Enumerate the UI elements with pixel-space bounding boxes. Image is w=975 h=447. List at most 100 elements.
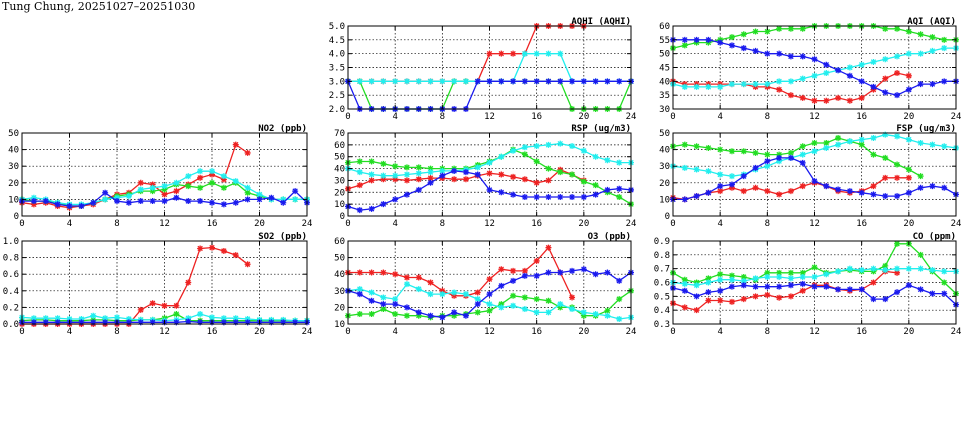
tick-label-x: 0 xyxy=(670,327,675,337)
data-point-green xyxy=(776,25,783,32)
tick-label-x: 12 xyxy=(809,112,820,122)
data-point-red xyxy=(705,297,712,304)
data-point-blue xyxy=(693,293,700,300)
tick-label-x: 20 xyxy=(578,219,589,229)
data-point-cyan xyxy=(451,289,458,296)
data-point-blue xyxy=(125,199,132,206)
data-point-cyan xyxy=(917,50,924,57)
page-title: Tung Chung, 20251027–20251030 xyxy=(2,0,196,13)
data-point-cyan xyxy=(209,314,215,321)
data-point-cyan xyxy=(799,151,806,158)
data-point-blue xyxy=(30,198,37,205)
data-point-green xyxy=(498,301,505,308)
data-point-cyan xyxy=(929,141,936,148)
data-point-red xyxy=(894,174,901,181)
tick-label-x: 20 xyxy=(254,327,265,337)
data-point-cyan xyxy=(787,275,794,282)
data-point-cyan xyxy=(42,315,49,322)
data-point-cyan xyxy=(705,83,712,90)
data-point-blue xyxy=(392,301,399,308)
tick-label-y: 5.0 xyxy=(329,22,345,32)
data-point-cyan xyxy=(681,280,688,287)
data-point-red xyxy=(209,244,215,251)
tick-label-y: 0.9 xyxy=(654,237,670,247)
tick-label-x: 24 xyxy=(951,327,962,337)
data-point-cyan xyxy=(728,173,735,180)
data-point-red xyxy=(823,97,830,104)
data-point-cyan xyxy=(705,279,712,286)
data-point-blue xyxy=(125,319,132,326)
data-point-blue xyxy=(728,283,735,290)
data-point-blue xyxy=(78,319,85,326)
data-point-cyan xyxy=(209,168,215,175)
tick-label-x: 16 xyxy=(531,327,542,337)
tick-label-x: 8 xyxy=(114,219,119,229)
data-point-cyan xyxy=(823,271,830,278)
data-point-green xyxy=(173,311,180,318)
tick-label-x: 0 xyxy=(345,327,350,337)
data-point-green xyxy=(811,264,818,271)
chart-aqi: 30 35 40 45 50 55 60 0 4 8 12 16 20 24 AQI (AQI) xyxy=(659,17,961,122)
tick-label-x: 4 xyxy=(392,327,397,337)
data-point-green xyxy=(486,307,493,314)
data-point-cyan xyxy=(137,186,144,193)
data-point-green xyxy=(894,161,901,168)
tick-label-y: 0 xyxy=(14,212,19,222)
data-point-red xyxy=(545,177,552,184)
data-point-blue xyxy=(403,191,410,198)
data-point-cyan xyxy=(368,289,375,296)
chart-title: FSP (ug/m3) xyxy=(896,124,956,134)
data-point-cyan xyxy=(125,316,132,323)
data-point-blue xyxy=(604,78,611,85)
data-point-blue xyxy=(717,287,724,294)
tick-label-y: 20 xyxy=(334,303,345,313)
data-point-blue xyxy=(510,277,517,284)
tick-label-y: 60 xyxy=(659,22,670,32)
data-point-red xyxy=(894,269,901,276)
tick-label-x: 0 xyxy=(19,327,24,337)
data-point-cyan xyxy=(380,294,387,301)
data-point-cyan xyxy=(415,78,422,85)
data-point-red xyxy=(521,176,528,183)
tick-label-x: 8 xyxy=(765,112,770,122)
data-point-cyan xyxy=(232,315,239,322)
data-point-green xyxy=(917,31,924,38)
tick-label-y: 10 xyxy=(334,320,345,330)
data-point-red xyxy=(149,300,156,307)
chart-no2: 0 10 20 30 40 50 0 4 8 12 16 20 24 NO2 (ppb) xyxy=(8,124,312,229)
data-point-cyan xyxy=(905,50,912,57)
data-point-green xyxy=(764,28,771,35)
data-point-cyan xyxy=(705,168,712,175)
data-point-blue xyxy=(569,78,576,85)
data-point-cyan xyxy=(462,291,469,298)
data-point-red xyxy=(882,75,889,82)
data-point-green xyxy=(740,148,747,155)
data-point-red xyxy=(787,293,794,300)
data-point-blue xyxy=(580,78,587,85)
data-point-cyan xyxy=(870,265,877,272)
data-point-cyan xyxy=(439,78,446,85)
data-point-green xyxy=(545,165,552,172)
data-point-blue xyxy=(137,319,144,326)
data-point-cyan xyxy=(392,172,399,179)
data-point-cyan xyxy=(823,144,830,151)
tick-label-y: 50 xyxy=(334,254,345,264)
tick-label-y: 20 xyxy=(659,179,670,189)
data-point-cyan xyxy=(557,140,564,147)
data-point-cyan xyxy=(799,273,806,280)
data-point-cyan xyxy=(799,75,806,82)
tick-label-y: 40 xyxy=(334,270,345,280)
data-point-blue xyxy=(811,56,818,63)
data-point-cyan xyxy=(894,133,901,140)
data-point-red xyxy=(232,141,239,148)
data-point-cyan xyxy=(882,56,889,63)
data-point-cyan xyxy=(368,171,375,178)
data-point-blue xyxy=(752,164,759,171)
data-point-red xyxy=(244,149,251,156)
data-point-blue xyxy=(894,92,901,99)
tick-label-x: 4 xyxy=(392,112,397,122)
data-point-blue xyxy=(693,193,700,200)
data-point-green xyxy=(592,182,599,189)
data-point-blue xyxy=(185,318,192,325)
data-point-cyan xyxy=(941,143,948,150)
